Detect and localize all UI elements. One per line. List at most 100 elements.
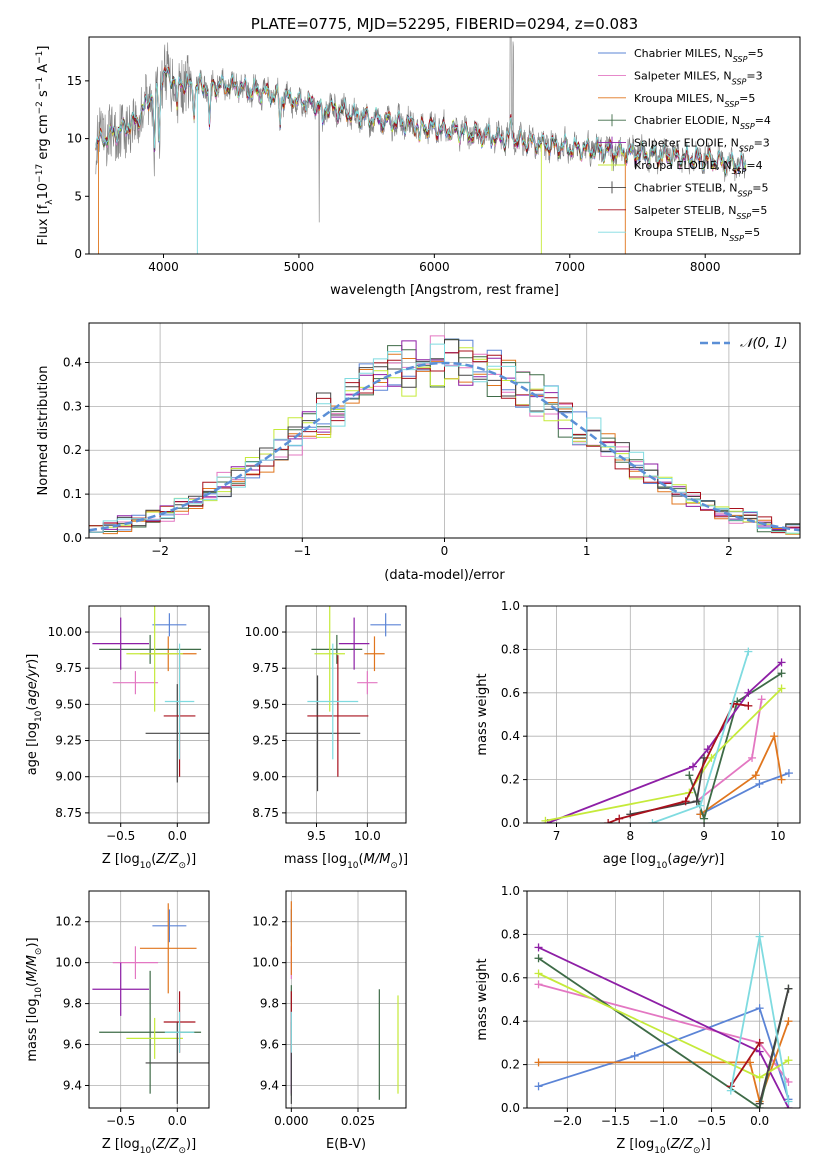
label-part: Z [log — [102, 1137, 140, 1152]
x-axis-label: (data-model)/error — [384, 568, 505, 583]
y-tick-label: 10.00 — [245, 625, 279, 639]
y-tick-label: 15 — [67, 74, 82, 88]
y-tick-label: 9.50 — [252, 697, 279, 711]
label-part: ( — [359, 852, 364, 867]
plot-content — [541, 647, 793, 823]
label-part: age [log — [25, 722, 40, 775]
label-part: mass [log — [25, 998, 40, 1061]
label-part: age/yr — [25, 662, 40, 705]
plot-mass_vs_Z: −0.5 0.0 9.4 9.6 9.8 10.0 10.2 — [55, 890, 210, 1128]
legend-text: =4 — [746, 159, 762, 172]
legend-text: Kroupa MILES, N — [634, 92, 724, 105]
label-part: )] — [701, 1137, 711, 1152]
y-tick-label: 9.4 — [260, 1078, 279, 1092]
y-tick-label: 0.0 — [501, 1101, 520, 1115]
axes-frame — [88, 605, 210, 824]
y-tick-label: 10.2 — [55, 915, 82, 929]
label-part: 10 — [347, 861, 359, 871]
label-part: )] — [714, 852, 724, 867]
label-part: age/yr — [672, 852, 715, 867]
y-tick-label: 9.75 — [55, 661, 82, 675]
label-part: A — [36, 64, 51, 77]
plot-content — [534, 932, 793, 1108]
label-part: s — [36, 90, 51, 101]
y-tick-label: 9.00 — [252, 770, 279, 784]
x-tick-label: −2 — [151, 544, 169, 558]
legend-sub: SSP — [732, 77, 747, 86]
label-part: ( — [151, 1137, 156, 1152]
label-part: 10 — [140, 861, 152, 871]
weight-line-chabrier_stelib — [758, 988, 790, 1104]
legend-text: Salpeter ELODIE, N — [634, 137, 739, 150]
axes-frame — [88, 890, 210, 1109]
legend-text: =3 — [754, 137, 770, 150]
x-tick-label: 8 — [626, 829, 634, 843]
legend-label-kroupa_miles: Kroupa MILES, NSSP=5 — [634, 92, 755, 109]
y-tick-label: 9.00 — [55, 770, 82, 784]
label-part: Z/Z — [670, 1137, 694, 1152]
label-part: Z/Z — [155, 852, 179, 867]
label-part: )] — [25, 937, 40, 947]
label-part: −1 — [35, 51, 45, 64]
axes-frame — [285, 605, 407, 824]
x-tick-label: 8000 — [690, 260, 721, 274]
spectrum-model-kroupa_stelib — [95, 66, 747, 174]
label-part: erg cm — [36, 114, 51, 163]
y-tick-label: 9.75 — [252, 661, 279, 675]
y-tick-label: 0.2 — [63, 443, 82, 457]
plot-residuals: −2 −1 0 1 2 0.0 0.1 0.2 0.3 0.4 — [63, 322, 801, 558]
plot-mass_vs_ebv: 0.000 0.025 9.4 9.6 9.8 10.0 10.2 — [252, 890, 407, 1128]
plot-content — [290, 901, 399, 1104]
x-axis-label: mass [log10(M/M⊙)] — [284, 852, 408, 871]
y-tick-label: 10.00 — [48, 625, 82, 639]
label-part: ⊙ — [34, 948, 44, 956]
y-tick-label: 0.3 — [63, 399, 82, 413]
label-part: ( — [667, 852, 672, 867]
y-axis-label: mass weight — [475, 673, 490, 755]
legend-text: Kroupa ELODIE, N — [634, 159, 732, 172]
y-tick-label: 5 — [74, 189, 82, 203]
axes-frame — [285, 890, 407, 1109]
plot-spectrum: 4000 5000 6000 7000 8000 0 5 10 15 — [67, 36, 801, 274]
x-tick-label: 4000 — [148, 260, 179, 274]
legend-text: Salpeter STELIB, N — [634, 204, 736, 217]
x-tick-label: 1 — [583, 544, 591, 558]
x-tick-label: 5000 — [284, 260, 315, 274]
legend-sub: SSP — [738, 189, 753, 198]
weight-line-salpeter_elodie — [547, 661, 783, 823]
y-axis-label: Normed distribution — [36, 366, 51, 496]
label-part: )] — [186, 1137, 196, 1152]
label-part: ( — [25, 982, 40, 987]
x-tick-label: −1.5 — [601, 1114, 630, 1128]
label-part: −1 — [35, 77, 45, 90]
x-tick-label: 0.0 — [168, 829, 187, 843]
weight-line-salpeter_stelib — [730, 1042, 761, 1087]
x-tick-label: 10.0 — [354, 829, 381, 843]
legend-label-chabrier_miles: Chabrier MILES, NSSP=5 — [634, 47, 764, 64]
x-tick-label: 2 — [725, 544, 733, 558]
y-tick-label: 0.2 — [501, 773, 520, 787]
x-tick-label: −0.5 — [106, 829, 135, 843]
legend-text: Chabrier STELIB, N — [634, 181, 738, 194]
y-tick-label: 10.2 — [252, 915, 279, 929]
y-tick-label: 8.75 — [55, 806, 82, 820]
y-tick-label: 9.8 — [260, 997, 279, 1011]
legend-text: =3 — [746, 69, 762, 82]
legend-text: Chabrier ELODIE, N — [634, 114, 740, 127]
x-tick-label: −0.5 — [697, 1114, 726, 1128]
legend-label-kroupa_elodie: Kroupa ELODIE, NSSP=4 — [634, 159, 763, 176]
chart-title: PLATE=0775, MJD=52295, FIBERID=0294, z=0… — [251, 15, 638, 33]
plot-content — [95, 37, 747, 254]
legend-text: =5 — [752, 181, 768, 194]
y-tick-label: 9.25 — [252, 734, 279, 748]
x-axis-label: Z [log10(Z/Z⊙)] — [102, 852, 196, 871]
plot-weight_vs_Z: −2.0 −1.5 −1.0 −0.5 0.0 0.0 0.2 0.4 0.6 0.8 1.0 — [501, 884, 801, 1128]
y-axis-label: Flux [fλ10−17 erg cm−2 s−1 A−1] — [35, 46, 55, 246]
y-tick-label: 0.8 — [501, 642, 520, 656]
label-part: −17 — [35, 164, 45, 183]
label-part: 10 — [34, 710, 44, 722]
y-tick-label: 1.0 — [501, 884, 520, 898]
x-tick-label: −1 — [293, 544, 311, 558]
y-tick-label: 0.6 — [501, 686, 520, 700]
